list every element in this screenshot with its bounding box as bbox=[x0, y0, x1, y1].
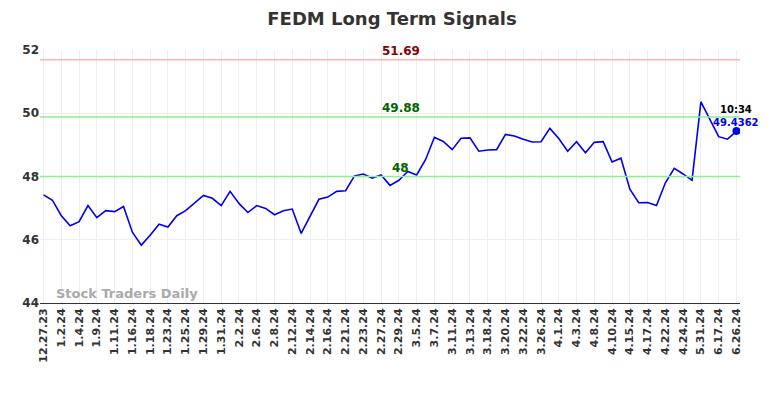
svg-text:2.8.24: 2.8.24 bbox=[268, 308, 281, 347]
svg-text:3.22.24: 3.22.24 bbox=[517, 308, 530, 355]
svg-text:1.18.24: 1.18.24 bbox=[144, 308, 157, 355]
svg-text:6.26.24: 6.26.24 bbox=[730, 308, 743, 355]
svg-text:2.14.24: 2.14.24 bbox=[304, 308, 317, 355]
svg-text:1.31.24: 1.31.24 bbox=[215, 308, 228, 355]
svg-text:2.12.24: 2.12.24 bbox=[286, 308, 299, 355]
svg-text:2.21.24: 2.21.24 bbox=[339, 308, 352, 355]
svg-text:3.18.24: 3.18.24 bbox=[481, 308, 494, 355]
svg-text:10:34: 10:34 bbox=[720, 104, 752, 115]
svg-text:2.16.24: 2.16.24 bbox=[321, 308, 334, 355]
svg-text:2.6.24: 2.6.24 bbox=[250, 308, 263, 347]
svg-text:1.9.24: 1.9.24 bbox=[90, 308, 103, 347]
svg-text:4.22.24: 4.22.24 bbox=[659, 308, 672, 355]
svg-text:2.2.24: 2.2.24 bbox=[233, 308, 246, 347]
svg-text:3.7.24: 3.7.24 bbox=[428, 308, 441, 347]
svg-text:3.26.24: 3.26.24 bbox=[535, 308, 548, 355]
svg-text:4.1.24: 4.1.24 bbox=[552, 308, 565, 347]
svg-text:44: 44 bbox=[22, 296, 39, 310]
svg-text:49.4362: 49.4362 bbox=[713, 117, 759, 128]
svg-text:2.23.24: 2.23.24 bbox=[357, 308, 370, 355]
svg-text:48: 48 bbox=[392, 161, 409, 175]
svg-text:50: 50 bbox=[22, 106, 39, 120]
svg-text:46: 46 bbox=[22, 233, 39, 247]
svg-text:52: 52 bbox=[22, 43, 39, 57]
svg-text:3.11.24: 3.11.24 bbox=[446, 308, 459, 355]
svg-text:12.27.23: 12.27.23 bbox=[37, 308, 50, 362]
svg-text:1.29.24: 1.29.24 bbox=[197, 308, 210, 355]
svg-text:2.27.24: 2.27.24 bbox=[375, 308, 388, 355]
svg-text:2.29.24: 2.29.24 bbox=[392, 308, 405, 355]
svg-text:4.17.24: 4.17.24 bbox=[641, 308, 654, 355]
svg-text:1.4.24: 1.4.24 bbox=[73, 308, 86, 347]
svg-text:4.3.24: 4.3.24 bbox=[570, 308, 583, 347]
svg-text:1.11.24: 1.11.24 bbox=[108, 308, 121, 355]
svg-text:FEDM Long Term Signals: FEDM Long Term Signals bbox=[267, 8, 516, 29]
svg-text:1.23.24: 1.23.24 bbox=[161, 308, 174, 355]
svg-text:4.24.24: 4.24.24 bbox=[677, 308, 690, 355]
svg-text:6.17.24: 6.17.24 bbox=[712, 308, 725, 355]
svg-text:4.8.24: 4.8.24 bbox=[588, 308, 601, 347]
svg-text:4.15.24: 4.15.24 bbox=[623, 308, 636, 355]
svg-text:4.10.24: 4.10.24 bbox=[606, 308, 619, 355]
svg-text:51.69: 51.69 bbox=[382, 44, 420, 58]
svg-text:1.25.24: 1.25.24 bbox=[179, 308, 192, 355]
svg-text:1.16.24: 1.16.24 bbox=[126, 308, 139, 355]
svg-text:3.20.24: 3.20.24 bbox=[499, 308, 512, 355]
svg-text:5.31.24: 5.31.24 bbox=[694, 308, 707, 355]
svg-text:49.88: 49.88 bbox=[382, 101, 420, 115]
svg-text:Stock Traders Daily: Stock Traders Daily bbox=[56, 286, 198, 301]
svg-text:3.5.24: 3.5.24 bbox=[410, 308, 423, 347]
svg-text:1.2.24: 1.2.24 bbox=[55, 308, 68, 347]
svg-text:3.13.24: 3.13.24 bbox=[464, 308, 477, 355]
svg-text:48: 48 bbox=[22, 170, 39, 184]
